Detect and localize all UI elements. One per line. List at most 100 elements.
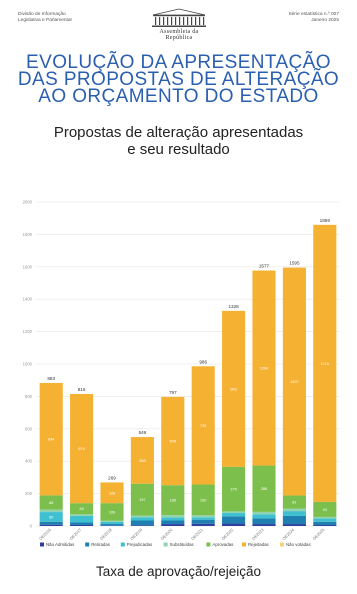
bar-segment bbox=[161, 520, 185, 525]
segment-label: 60 bbox=[49, 515, 53, 519]
bar-segment bbox=[313, 501, 337, 517]
legend-swatch bbox=[120, 542, 125, 547]
bar-segment bbox=[313, 521, 337, 526]
bar-segment bbox=[161, 396, 185, 486]
y-tick-label: 600 bbox=[25, 426, 33, 431]
x-tick-label: OE2022 bbox=[220, 527, 234, 541]
legend-label: Não Admitidas bbox=[46, 542, 75, 547]
series-date: Janeiro 2025 bbox=[311, 18, 339, 23]
bar-segment bbox=[222, 466, 246, 512]
bar-segment bbox=[70, 503, 94, 515]
bar-segment bbox=[282, 508, 306, 512]
y-tick-label: 1200 bbox=[23, 329, 33, 334]
bar-segment bbox=[252, 465, 276, 512]
bar-segment bbox=[222, 513, 246, 517]
legend-swatch bbox=[40, 542, 44, 547]
bar-segment bbox=[191, 515, 215, 518]
page-title: EVOLUÇÃO DA APRESENTAÇÃO DAS PROPOSTAS D… bbox=[10, 52, 347, 107]
bar-segment bbox=[191, 366, 215, 485]
x-tick-label: OE2016 bbox=[38, 527, 52, 541]
title-line-1: EVOLUÇÃO DA APRESENTAÇÃO bbox=[26, 52, 331, 73]
segment-label: 730 bbox=[200, 424, 206, 428]
bar-segment bbox=[222, 516, 246, 524]
bar-segment bbox=[161, 524, 185, 526]
bar-segment bbox=[100, 521, 124, 525]
y-tick-label: 1600 bbox=[23, 264, 33, 269]
bar-segment bbox=[161, 485, 185, 516]
page-header: Divisão de Informação Legislativa e Parl… bbox=[0, 0, 357, 41]
bar-segment bbox=[161, 517, 185, 521]
bar-segment bbox=[130, 515, 154, 518]
segment-label: 93 bbox=[323, 508, 327, 512]
bar-segment bbox=[70, 525, 94, 526]
bar-total-label: 269 bbox=[108, 475, 116, 480]
title-line-3: AO ORÇAMENTO DO ESTADO bbox=[38, 86, 319, 107]
legend-swatch bbox=[163, 542, 168, 547]
x-tick-label: OE2019 bbox=[129, 527, 143, 541]
segment-label: 545 bbox=[170, 440, 176, 444]
segment-label: 109 bbox=[109, 510, 115, 514]
chart-title-line-2: e seu resultado bbox=[127, 141, 230, 158]
bar-segment bbox=[191, 519, 215, 524]
y-tick-label: 1800 bbox=[23, 232, 33, 237]
legend-swatch bbox=[206, 542, 211, 547]
segment-label: 275 bbox=[230, 488, 236, 492]
bar-segment bbox=[282, 511, 306, 516]
division-line-2: Legislativa e Parlamentar bbox=[18, 18, 73, 23]
segment-label: 288 bbox=[139, 459, 145, 463]
bar-segment bbox=[70, 514, 94, 516]
segment-label: 190 bbox=[200, 498, 206, 502]
x-tick-label: OE2018 bbox=[99, 527, 113, 541]
bar-segment bbox=[222, 511, 246, 514]
title-line-2: DAS PROPOSTAS DE ALTERAÇÃO bbox=[17, 69, 340, 90]
bar-segment bbox=[130, 520, 154, 526]
chart-title: Propostas de alteração apresentadas e se… bbox=[10, 124, 347, 158]
bar-segment bbox=[39, 509, 63, 513]
y-tick-label: 1000 bbox=[23, 362, 33, 367]
segment-label: 1710 bbox=[321, 362, 329, 366]
parliament-building-icon bbox=[152, 8, 206, 27]
segment-label: 674 bbox=[78, 447, 84, 451]
legend-label: Rejeitadas bbox=[248, 542, 270, 547]
segment-label: 128 bbox=[109, 491, 115, 495]
next-section-title: Taxa de aprovação/rejeição bbox=[95, 564, 262, 579]
bar-segment bbox=[191, 517, 215, 520]
bar-segment bbox=[282, 495, 306, 509]
legend-label: Aprovadas bbox=[212, 542, 234, 547]
bar-segment bbox=[100, 524, 124, 526]
bar-total-label: 1577 bbox=[259, 264, 270, 269]
bar-segment bbox=[282, 515, 306, 525]
segment-label: 69 bbox=[79, 507, 83, 511]
bar-segment bbox=[252, 518, 276, 525]
segment-label: 963 bbox=[230, 387, 236, 391]
bar-segment bbox=[100, 503, 124, 521]
bar-total-label: 1859 bbox=[320, 218, 331, 223]
bar-segment bbox=[39, 512, 63, 522]
y-tick-label: 2000 bbox=[23, 200, 33, 205]
bar-segment bbox=[222, 523, 246, 526]
bar-segment bbox=[252, 524, 276, 526]
bar-segment bbox=[39, 521, 63, 525]
bar-segment bbox=[252, 514, 276, 519]
segment-label: 197 bbox=[139, 498, 145, 502]
legend-label: Substituídas bbox=[170, 542, 195, 547]
bar-segment bbox=[252, 511, 276, 515]
x-tick-label: OE2017 bbox=[68, 527, 82, 541]
logo-text: Assembleia da República bbox=[159, 29, 199, 41]
bar-segment bbox=[313, 516, 337, 519]
bar-segment bbox=[282, 267, 306, 496]
bar-total-label: 986 bbox=[199, 359, 207, 364]
bar-segment bbox=[100, 520, 124, 522]
x-tick-label: OE2020 bbox=[160, 527, 174, 541]
segment-label: 88 bbox=[49, 501, 53, 505]
bar-total-label: 1328 bbox=[228, 304, 239, 309]
segment-label: 1204 bbox=[260, 367, 268, 371]
segment-label: 185 bbox=[170, 499, 176, 503]
series-number: Série estatística n.º 007 bbox=[288, 12, 339, 17]
bar-total-label: 815 bbox=[78, 387, 86, 392]
x-tick-label: OE2023 bbox=[251, 527, 265, 541]
x-tick-label: OE2021 bbox=[190, 527, 204, 541]
legend-label: Retiradas bbox=[91, 542, 111, 547]
legend-label: Não votadas bbox=[286, 542, 311, 547]
legend-label: Prejudicadas bbox=[127, 542, 153, 547]
